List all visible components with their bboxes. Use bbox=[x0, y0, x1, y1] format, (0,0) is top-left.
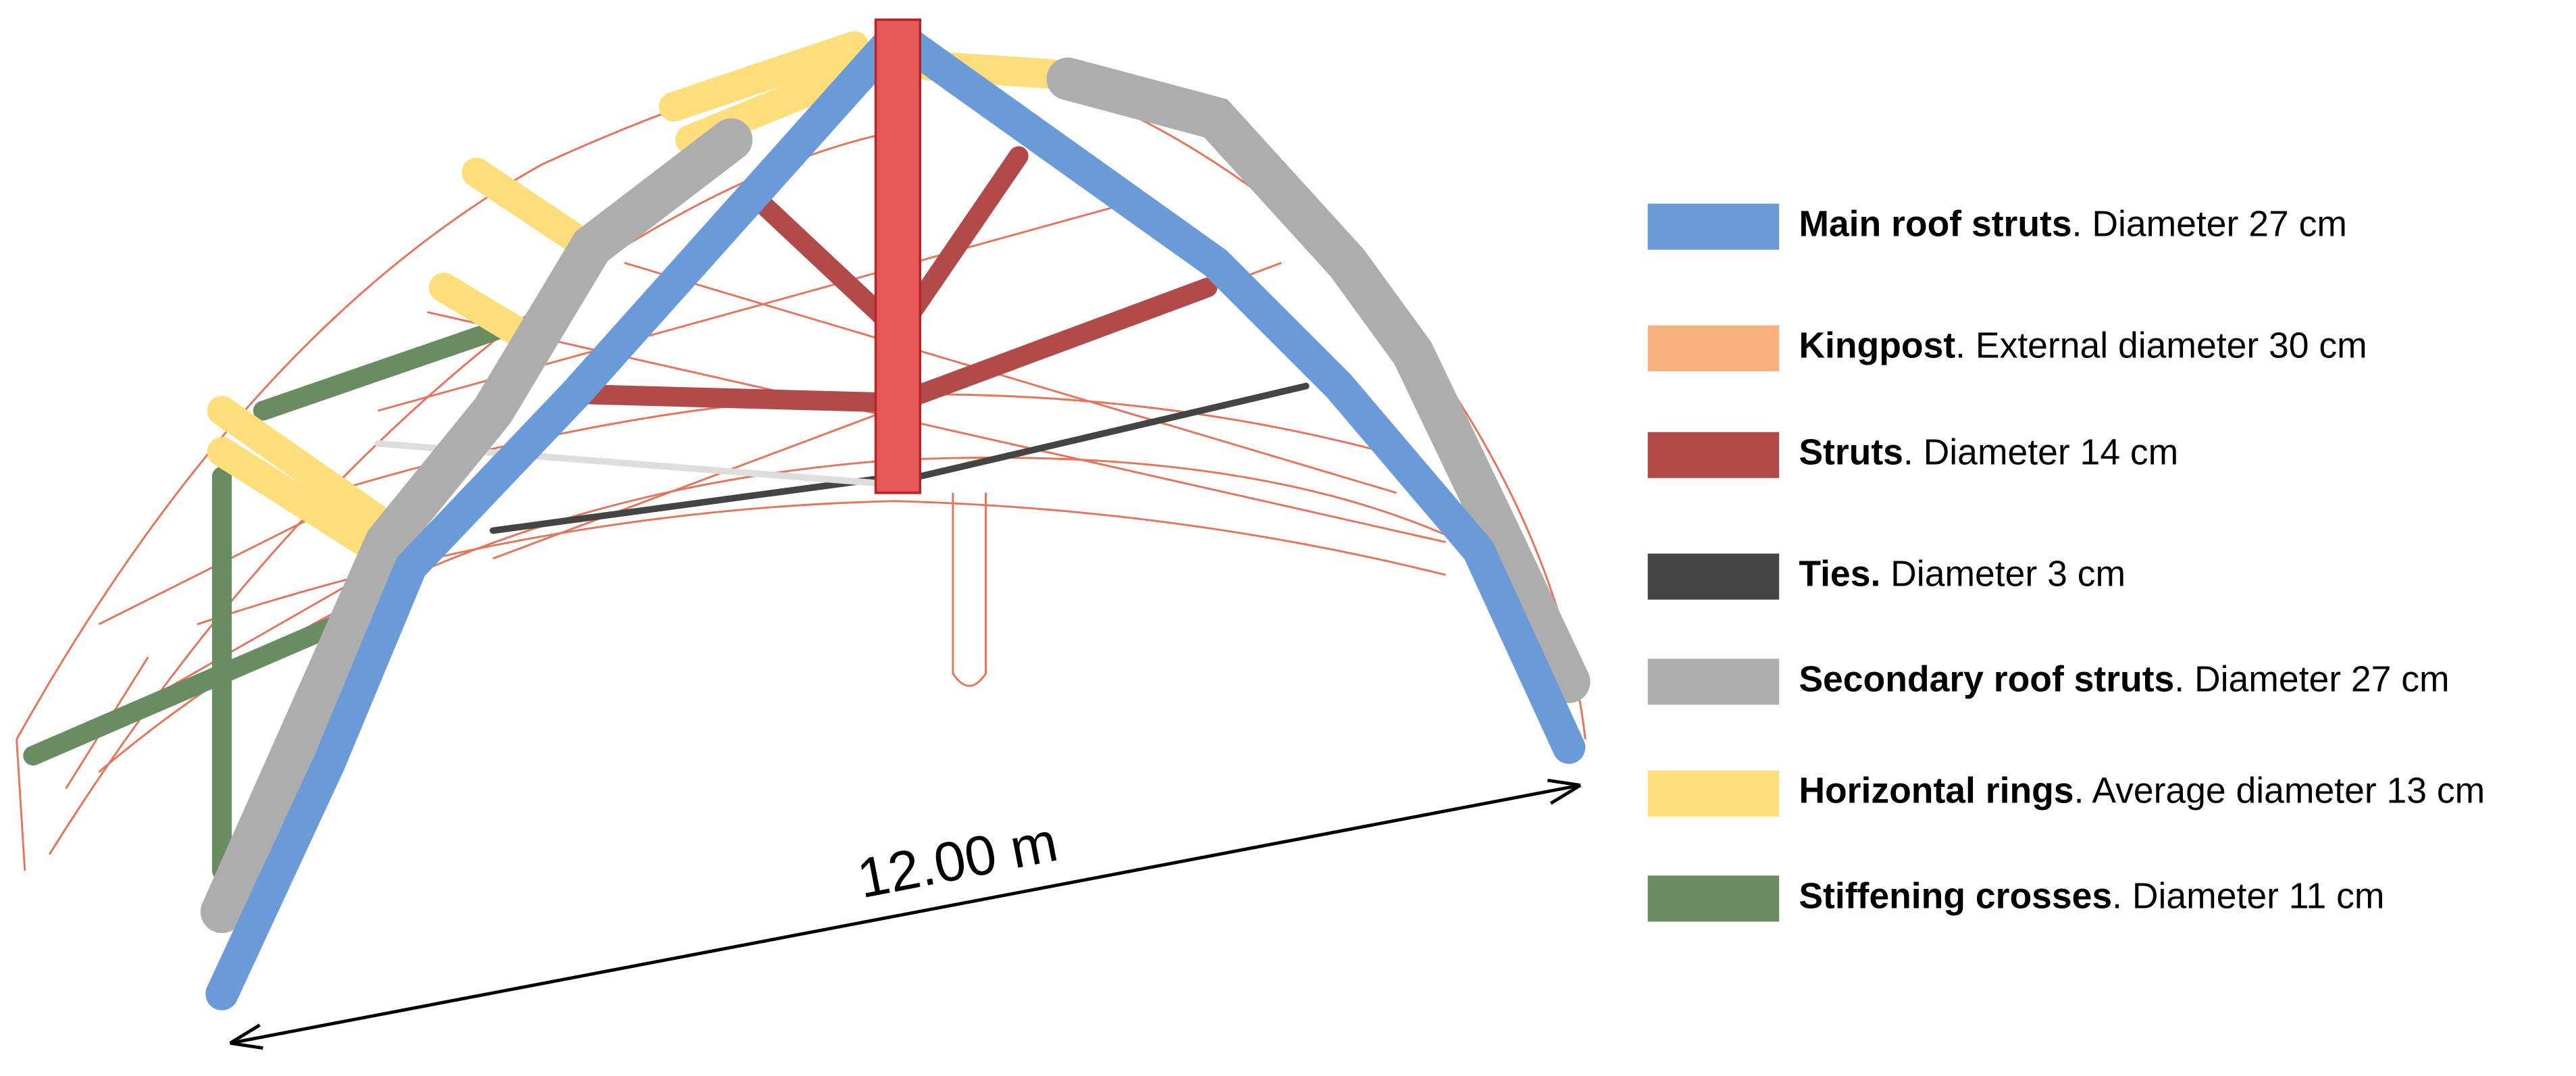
legend-name: Struts bbox=[1799, 433, 1903, 473]
dimension-line bbox=[230, 784, 1581, 1045]
legend-description: . Diameter 14 cm bbox=[1903, 433, 2178, 473]
strut bbox=[754, 195, 906, 339]
tie bbox=[917, 382, 1310, 480]
structure bbox=[23, 18, 1591, 1010]
arrow-heads bbox=[229, 778, 1582, 1050]
strut bbox=[902, 146, 1029, 322]
legend-swatch bbox=[1647, 432, 1780, 478]
legend-text: Horizontal rings. Average diameter 13 cm bbox=[1799, 771, 2485, 811]
legend-swatch bbox=[1647, 325, 1780, 372]
stiffening-cross bbox=[253, 318, 511, 421]
legend-description: . Diameter 27 cm bbox=[2174, 659, 2449, 699]
legend-text: Secondary roof struts. Diameter 27 cm bbox=[1799, 659, 2449, 699]
legend-name: Kingpost bbox=[1799, 326, 1955, 366]
legend-name: Main roof struts bbox=[1799, 205, 2071, 245]
legend: Main roof struts. Diameter 27 cmKingpost… bbox=[1647, 203, 2485, 922]
legend-text: Kingpost. External diameter 30 cm bbox=[1799, 326, 2367, 366]
strut bbox=[910, 278, 1218, 405]
legend-swatch bbox=[1647, 770, 1780, 817]
main-roof-strut bbox=[895, 29, 1586, 764]
kingpost bbox=[874, 18, 922, 494]
tie bbox=[490, 473, 899, 534]
secondary-roof-strut bbox=[1046, 57, 1591, 703]
legend-name: Horizontal rings bbox=[1799, 771, 2073, 811]
legend-description: . Average diameter 13 cm bbox=[2074, 771, 2485, 811]
legend-name: Stiffening crosses bbox=[1799, 876, 2112, 916]
legend-description: Diameter 3 cm bbox=[1880, 555, 2126, 594]
main-roof-strut bbox=[205, 20, 912, 1010]
legend-description: . Diameter 27 cm bbox=[2072, 205, 2347, 245]
legend-text: Stiffening crosses. Diameter 11 cm bbox=[1799, 876, 2384, 916]
secondary-roof-strut bbox=[200, 118, 753, 933]
legend-name: Secondary roof struts bbox=[1799, 659, 2174, 699]
legend-text: Main roof struts. Diameter 27 cm bbox=[1799, 205, 2347, 245]
horizontal-ring bbox=[207, 31, 886, 565]
strut bbox=[573, 384, 898, 413]
legend-swatch bbox=[1647, 553, 1780, 600]
legend-swatch bbox=[1647, 875, 1780, 922]
legend-description: . Diameter 11 cm bbox=[2112, 876, 2384, 916]
legend-swatch bbox=[1647, 203, 1780, 250]
legend-text: Struts. Diameter 14 cm bbox=[1799, 433, 2178, 473]
legend-name: Ties. bbox=[1799, 555, 1880, 594]
dimension: 12.00 m bbox=[229, 778, 1582, 1050]
legend-description: . External diameter 30 cm bbox=[1955, 326, 2367, 366]
dimension-label: 12.00 m bbox=[852, 810, 1062, 910]
legend-swatch bbox=[1647, 659, 1780, 705]
legend-text: Ties. Diameter 3 cm bbox=[1799, 555, 2126, 594]
